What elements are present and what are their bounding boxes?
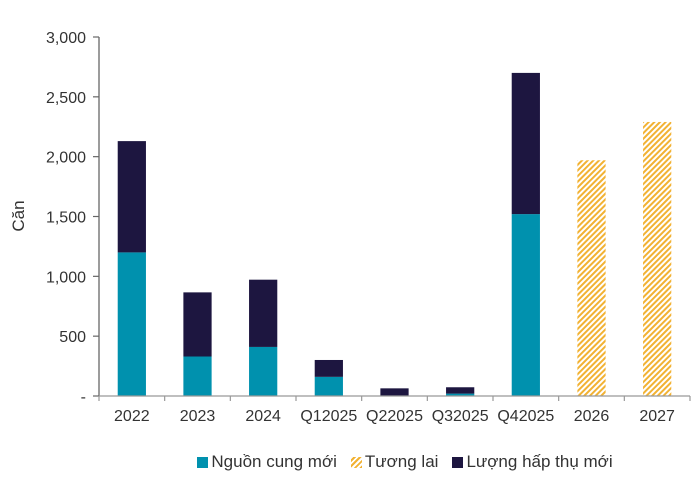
- bar-new-supply: [249, 346, 278, 396]
- y-tick-label: 2,000: [46, 150, 86, 167]
- y-tick-label: 1,500: [46, 210, 86, 227]
- x-tick-label: Q32025: [432, 408, 489, 425]
- x-tick-label: Q42025: [497, 408, 554, 425]
- bar-absorption: [183, 292, 212, 357]
- y-axis-label: Căn: [9, 200, 28, 231]
- bar-absorption: [380, 388, 409, 396]
- bar-absorption: [511, 72, 540, 215]
- bar-new-supply: [446, 393, 475, 396]
- x-tick-label: 2023: [180, 408, 216, 425]
- bar-future: [643, 121, 672, 397]
- x-tick-label: 2022: [114, 408, 150, 425]
- legend-item-future: Tương lai: [350, 452, 439, 472]
- bar-new-supply: [314, 376, 343, 396]
- bar-absorption: [117, 141, 146, 253]
- bar-absorption: [249, 279, 278, 347]
- legend-item-new-supply: Nguồn cung mới: [197, 452, 337, 472]
- bar-new-supply: [117, 252, 146, 396]
- y-tick-label: 1,000: [46, 269, 86, 286]
- legend-label-future: Tương lai: [364, 452, 439, 471]
- x-tick-label: 2027: [639, 408, 675, 425]
- legend-swatch-future: [350, 456, 362, 468]
- legend-swatch-absorption: [452, 456, 464, 468]
- x-tick-label: 2026: [574, 408, 610, 425]
- legend-item-absorption: Lượng hấp thụ mới: [452, 452, 613, 472]
- x-tick-label: Q12025: [300, 408, 357, 425]
- legend: Nguồn cung mới Tương lai Lượng hấp thụ m…: [0, 452, 700, 472]
- bar-new-supply: [183, 356, 212, 396]
- y-tick-label: -: [81, 389, 86, 406]
- legend-label-absorption: Lượng hấp thụ mới: [466, 452, 613, 471]
- y-tick-label: 500: [59, 329, 86, 346]
- bar-new-supply: [511, 214, 540, 396]
- x-tick-label: Q22025: [366, 408, 423, 425]
- x-tick-label: 2024: [245, 408, 281, 425]
- bar-future: [577, 160, 606, 396]
- legend-label-new-supply: Nguồn cung mới: [211, 452, 337, 471]
- bar-absorption: [446, 387, 475, 394]
- y-tick-label: 2,500: [46, 90, 86, 107]
- y-tick-label: 3,000: [46, 30, 86, 47]
- legend-swatch-new-supply: [197, 456, 209, 468]
- bar-absorption: [314, 359, 343, 377]
